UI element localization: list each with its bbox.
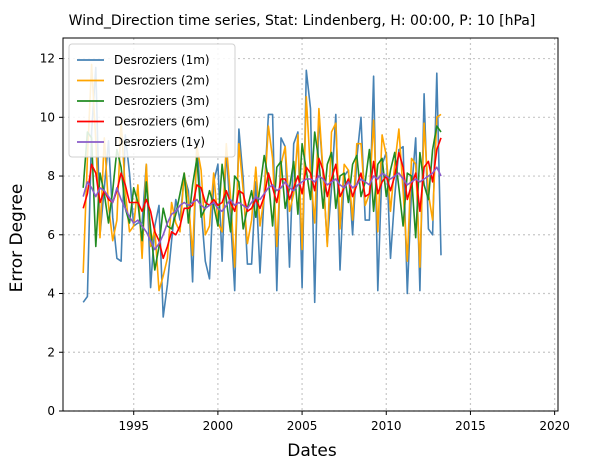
- series-line: [82, 137, 442, 260]
- y-tick-label: 6: [47, 228, 55, 242]
- legend: Desroziers (1m) Desroziers (2m) Desroziers…: [68, 43, 236, 158]
- legend-label: Desroziers (2m): [114, 74, 210, 88]
- legend-label: Desroziers (1y): [114, 135, 205, 149]
- legend-label: Desroziers (1m): [114, 53, 210, 67]
- x-tick-label: 2015: [455, 419, 486, 433]
- x-tick-label: 1995: [118, 419, 149, 433]
- legend-label: Desroziers (6m): [114, 115, 210, 129]
- x-tick-label: 2010: [371, 419, 402, 433]
- y-tick-label: 8: [47, 169, 55, 183]
- x-tick-label: 2020: [539, 419, 570, 433]
- y-tick-label: 0: [47, 404, 55, 418]
- x-axis-label: Dates: [287, 441, 337, 461]
- chart-title: Wind_Direction time series, Stat: Linden…: [69, 13, 536, 29]
- series-line: [82, 125, 442, 271]
- series-group: [82, 63, 442, 318]
- series-line: [82, 63, 442, 292]
- legend-label: Desroziers (3m): [114, 94, 210, 108]
- plot-frame: [62, 37, 559, 412]
- axis-ticks: 1995 2000 2005 2010 2015 2020 0 2 4 6 8 10 12: [40, 52, 570, 433]
- y-tick-label: 12: [40, 52, 55, 66]
- y-tick-label: 2: [47, 345, 55, 359]
- y-tick-label: 4: [47, 287, 55, 301]
- x-tick-label: 2005: [287, 419, 318, 433]
- y-tick-label: 10: [40, 110, 55, 124]
- y-axis-label: Error Degree: [7, 184, 27, 293]
- series-line: [82, 166, 442, 251]
- legend-box: [68, 43, 236, 158]
- x-tick-label: 2000: [203, 419, 234, 433]
